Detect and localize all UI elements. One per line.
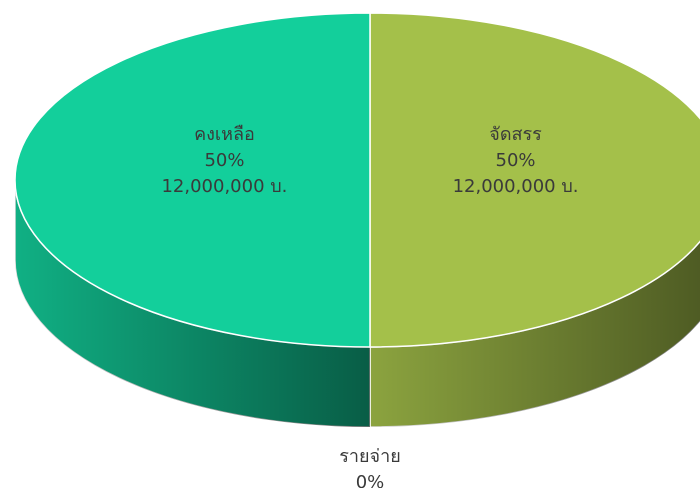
- slice-label: คงเหลือ: [194, 124, 255, 145]
- slice-label: จัดสรร: [489, 124, 542, 145]
- slice-top: [369, 12, 700, 348]
- slice-percent: 50%: [204, 150, 244, 171]
- slice-side-shade: [370, 241, 700, 427]
- slice-percent: 0%: [356, 472, 385, 488]
- slice-side-shade: [15, 180, 370, 427]
- slice-amount: 12,000,000 บ.: [161, 176, 287, 197]
- slice-label: รายจ่าย: [339, 446, 401, 467]
- slice-top: [14, 12, 371, 348]
- slice-percent: 50%: [496, 150, 536, 171]
- slice-amount: 12,000,000 บ.: [453, 176, 579, 197]
